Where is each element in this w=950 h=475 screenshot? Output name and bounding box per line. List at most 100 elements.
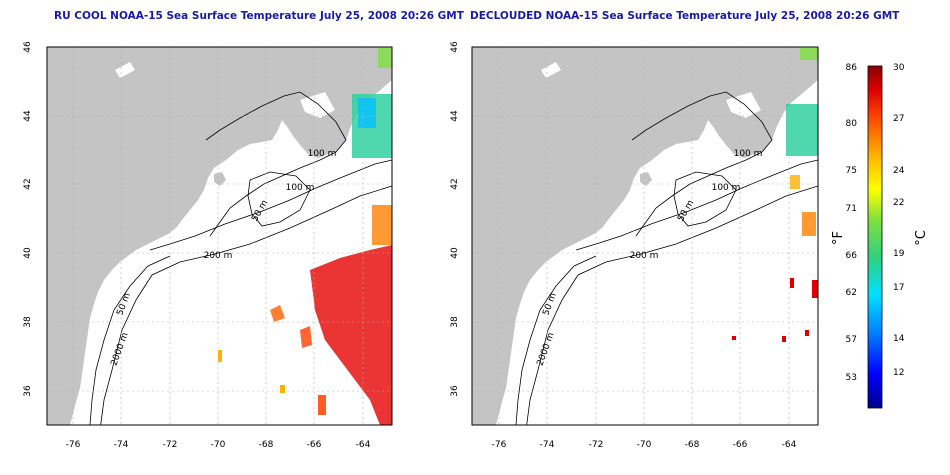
left-lat-tick-44: 44 [23,110,33,122]
colorbar-f-label: °F [831,231,846,245]
colorbar-c-tick-19: 19 [893,249,905,259]
left-map-panel: 100 m 100 m 50 m 200 m 50 m 2000 m -76 -… [23,41,393,450]
right-lat-tick-46: 46 [450,41,460,53]
left-cape-cod [214,172,226,186]
left-sst-cyan-patch [358,98,376,128]
colorbar-gradient [867,65,883,409]
left-lon-tick-66: -66 [307,440,322,450]
left-label-100m-a: 100 m [308,149,337,159]
colorbar-c-tick-17: 17 [893,283,904,293]
left-lake [115,62,135,78]
left-sst-scatter-1 [270,305,285,322]
right-bay-of-fundy [726,92,761,118]
right-lon-tick-76: -76 [492,440,507,450]
left-label-100m-b: 100 m [286,183,315,193]
right-contour-shelf [515,255,597,425]
left-lon-tick-76: -76 [66,440,81,450]
right-lat-tick-36: 36 [450,385,460,397]
right-contour-georges-bank [673,171,737,227]
right-sst-red-3 [732,336,736,340]
left-label-200m: 200 m [204,251,233,261]
left-lat-tick-40: 40 [23,247,33,259]
right-lat-tick-38: 38 [450,316,460,328]
left-sst-scatter-2 [300,326,312,348]
colorbar-f-tick-57: 57 [846,335,857,345]
left-lat-tick-36: 36 [23,385,33,397]
left-lat-tick-46: 46 [23,41,33,53]
right-sst-red-2 [812,280,818,298]
right-sst-green-patch [800,48,818,60]
right-lat-tick-44: 44 [450,110,460,122]
left-gridlines [47,47,392,425]
left-contour-2000m [100,185,392,425]
right-lake [541,62,561,78]
colorbar-c-tick-22: 22 [893,198,904,208]
left-contour-200m [149,159,392,251]
left-sst-green-patch [378,48,392,68]
right-lon-tick-72: -72 [589,440,604,450]
left-lon-tick-70: -70 [211,440,226,450]
left-bay-of-fundy [300,92,335,118]
right-contour-2000m [526,185,818,425]
left-land-mass [47,47,392,425]
left-contour-100m [205,91,347,237]
right-chesapeake [522,290,530,325]
left-lon-tick-68: -68 [259,440,274,450]
left-panel-title: RU COOL NOAA-15 Sea Surface Temperature … [54,10,464,22]
right-map-panel: 100 m 100 m 50 m 200 m 50 m 2000 m -76 -… [450,41,819,450]
right-land-mass [472,47,818,425]
right-contour-100m [631,91,773,237]
right-sst-cool-patch [786,104,818,156]
right-lon-tick-68: -68 [685,440,700,450]
right-label-100m-a: 100 m [734,149,763,159]
left-sst-warm-region [310,245,392,425]
right-plot-frame [471,46,819,426]
right-nova-scotia [726,55,818,102]
right-lon-tick-70: -70 [637,440,652,450]
left-sst-orange-patch [372,205,392,245]
right-lon-tick-64: -64 [782,440,797,450]
left-sst-scatter-4 [280,385,285,393]
colorbar-f-tick-86: 86 [846,63,858,73]
left-lat-tick-38: 38 [23,316,33,328]
right-contour-200m [575,159,818,251]
left-chesapeake [96,290,104,325]
right-sst-orange-patch [802,212,816,236]
colorbar-c-tick-24: 24 [893,166,905,176]
right-lon-tick-66: -66 [733,440,748,450]
right-lat-tick-42: 42 [450,178,460,189]
colorbar-f-tick-80: 80 [846,119,858,129]
left-lon-tick-72: -72 [163,440,178,450]
right-label-100m-b: 100 m [712,183,741,193]
right-sst-red-5 [805,330,809,336]
right-lat-tick-40: 40 [450,247,460,259]
left-contour-georges-bank [247,171,311,227]
colorbar-c-tick-30: 30 [893,63,905,73]
colorbar-c-tick-14: 14 [893,334,905,344]
right-sst-red-1 [790,278,794,288]
colorbar-c-tick-12: 12 [893,368,904,378]
colorbar-c-label: °C [914,230,929,246]
left-contour-shelf [89,255,171,425]
colorbar-f-tick-62: 62 [846,288,857,298]
left-lon-tick-74: -74 [114,440,129,450]
right-label-200m: 200 m [630,251,659,261]
right-gridlines [472,47,818,425]
left-sst-scatter-5 [318,395,326,415]
left-plot-frame [46,46,393,426]
left-lat-tick-42: 42 [23,178,33,189]
right-sst-red-4 [782,336,786,342]
colorbar-f-tick-66: 66 [846,251,858,261]
right-cape-cod [640,172,652,186]
right-panel-title: DECLOUDED NOAA-15 Sea Surface Temperatur… [470,10,900,22]
left-sst-scatter-3 [218,350,222,362]
colorbar-c-tick-27: 27 [893,114,904,124]
colorbar-f-tick-71: 71 [846,204,857,214]
right-lon-tick-74: -74 [540,440,555,450]
left-nova-scotia [300,55,392,102]
colorbar-f-tick-53: 53 [846,373,857,383]
colorbar-f-tick-75: 75 [846,166,857,176]
colorbar: 86 80 75 71 66 62 57 53 30 27 24 22 19 1… [831,63,929,409]
